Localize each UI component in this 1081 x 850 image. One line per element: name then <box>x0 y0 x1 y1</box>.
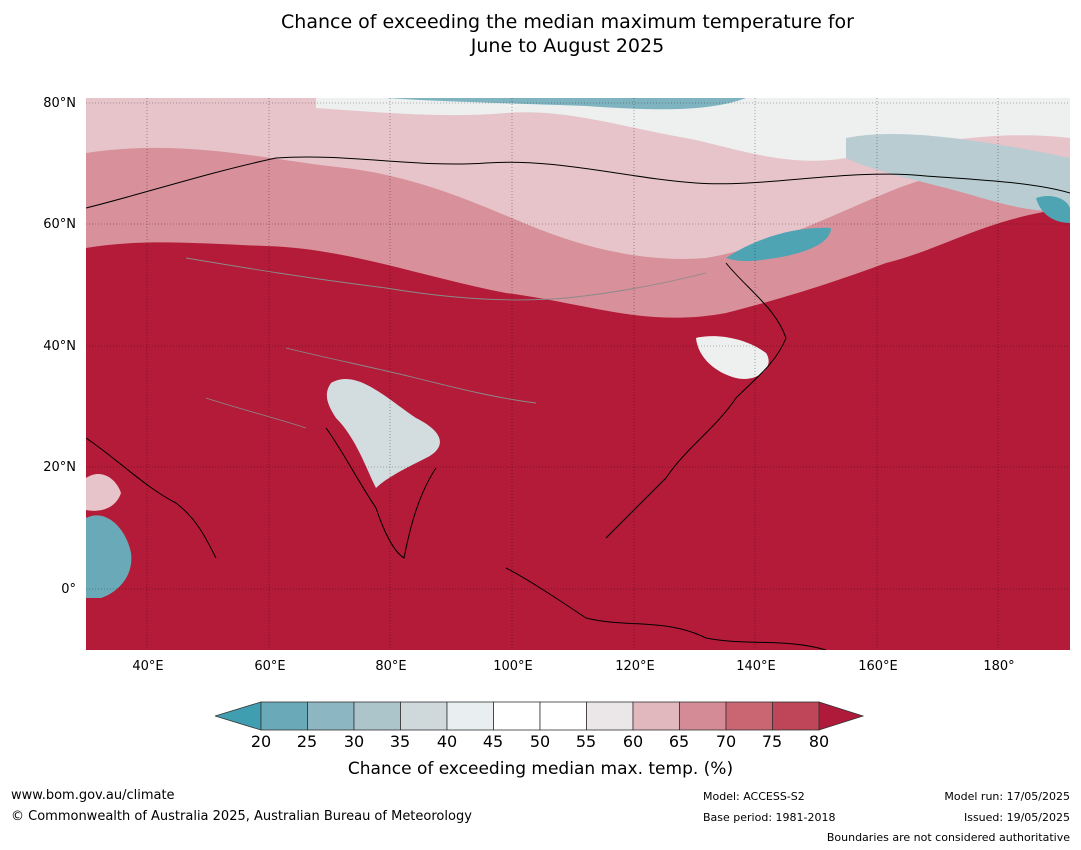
lon-label-100e: 100°E <box>493 659 533 674</box>
colorbar-extend-high <box>818 701 865 731</box>
colorbar-tick: 45 <box>482 732 504 751</box>
colorbar-cell <box>493 701 541 731</box>
lon-label-40e: 40°E <box>132 659 164 674</box>
borders <box>185 257 707 429</box>
colorbar-cell <box>679 701 727 731</box>
colorbar-tick: 80 <box>808 732 830 751</box>
colorbar-ticks: 20 25 30 35 40 45 50 55 60 65 70 75 80 <box>0 732 1081 752</box>
lat-label-80n: 80°N <box>43 96 76 111</box>
lat-label-20n: 20°N <box>43 460 76 475</box>
title-line-2: June to August 2025 <box>470 35 665 57</box>
colorbar-tick: 50 <box>529 732 551 751</box>
footer-url: www.bom.gov.au/climate <box>11 788 175 803</box>
colorbar-cell <box>353 701 401 731</box>
coastlines <box>86 156 1070 650</box>
colorbar-cells <box>215 701 865 731</box>
colorbar-tick: 25 <box>296 732 318 751</box>
title-line-1: Chance of exceeding the median maximum t… <box>281 11 854 33</box>
colorbar-tick: 60 <box>622 732 644 751</box>
colorbar-extend-low <box>215 701 262 731</box>
lon-label-120e: 120°E <box>615 659 655 674</box>
lat-label-0: 0° <box>61 582 76 597</box>
footer-copyright: © Commonwealth of Australia 2025, Austra… <box>11 809 472 824</box>
colorbar-cell <box>446 701 494 731</box>
footer-model-run: Model run: 17/05/2025 <box>944 790 1070 803</box>
footer-model: Model: ACCESS-S2 <box>703 790 805 803</box>
arctic-teal-north <box>386 98 746 110</box>
colorbar-label: Chance of exceeding median max. temp. (%… <box>347 759 734 779</box>
forecast-map <box>86 98 1070 650</box>
colorbar-tick: 75 <box>761 732 783 751</box>
lon-label-160e: 160°E <box>858 659 898 674</box>
arctic-teal-east <box>846 133 1070 211</box>
colorbar-tick: 30 <box>343 732 365 751</box>
colorbar-tick: 35 <box>389 732 411 751</box>
colorbar-cell <box>725 701 773 731</box>
lon-label-180: 180° <box>983 659 1015 674</box>
map-gridlines <box>86 98 1070 650</box>
colorbar <box>215 701 865 731</box>
colorbar-tick: 40 <box>436 732 458 751</box>
lon-label-80e: 80°E <box>375 659 407 674</box>
footer-issued: Issued: 19/05/2025 <box>963 811 1070 824</box>
colorbar-cell <box>400 701 448 731</box>
colorbar-cell <box>539 701 587 731</box>
india-light <box>326 378 440 488</box>
colorbar-cell <box>307 701 355 731</box>
footer-base-period: Base period: 1981-2018 <box>703 811 836 824</box>
lon-label-140e: 140°E <box>736 659 776 674</box>
colorbar-cell <box>632 701 680 731</box>
colorbar-cell <box>772 701 820 731</box>
chart-title: Chance of exceeding the median maximum t… <box>0 10 1081 58</box>
colorbar-tick: 70 <box>715 732 737 751</box>
africa-teal <box>86 515 132 598</box>
lat-label-40n: 40°N <box>43 339 76 354</box>
lat-label-60n: 60°N <box>43 217 76 232</box>
colorbar-tick: 65 <box>668 732 690 751</box>
okhotsk-teal <box>726 227 831 262</box>
africa-light <box>86 473 121 511</box>
colorbar-cell <box>586 701 634 731</box>
kamchatka-teal <box>1036 196 1070 223</box>
colorbar-cell <box>260 701 308 731</box>
lon-label-60e: 60°E <box>254 659 286 674</box>
colorbar-tick: 55 <box>575 732 597 751</box>
japan-light <box>696 336 769 379</box>
colorbar-tick: 20 <box>250 732 272 751</box>
footer-disclaimer: Boundaries are not considered authoritat… <box>826 831 1070 844</box>
